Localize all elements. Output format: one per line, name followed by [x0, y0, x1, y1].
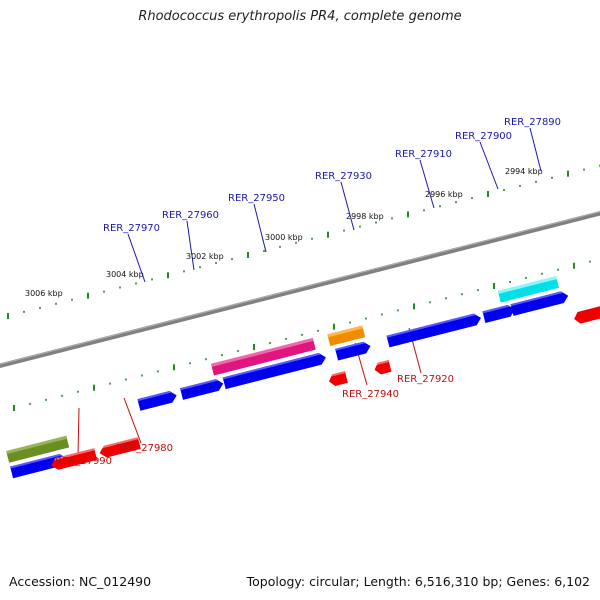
- gene-rer-27910: [386, 313, 482, 348]
- tick-label-2996: 2996 kbp: [425, 190, 463, 199]
- tick-label-2998: 2998 kbp: [346, 212, 384, 221]
- genome-backbone-highlight: [0, 211, 600, 365]
- gene-label-rer-27980: RER_27980: [116, 443, 173, 454]
- leader-lines-forward: [127, 127, 542, 283]
- gene-rer-27890: [510, 291, 569, 316]
- gene-rer-27930-orange: [327, 325, 366, 346]
- gene-rer-forward-left: [10, 454, 67, 479]
- gene-label-rer-27970: RER_27970: [103, 223, 160, 234]
- gene-label-rer-27920: RER_27920: [397, 374, 454, 385]
- forward-strand-genes: [6, 276, 600, 479]
- gene-rer-27900: [482, 304, 515, 324]
- map-title: Rhodococcus erythropolis PR4, complete g…: [138, 9, 462, 24]
- gene-rer-27930: [335, 341, 371, 361]
- tick-label-3002: 3002 kbp: [186, 252, 224, 261]
- gene-rer-27990: [51, 448, 98, 470]
- gene-rer-27890-cyan: [497, 276, 559, 303]
- tick-row-forward: [7, 164, 600, 319]
- gene-rer-27980: [99, 437, 141, 458]
- gene-rer-27950: [211, 338, 316, 376]
- gene-label-rer-27930: RER_27930: [315, 171, 372, 182]
- gene-rer-27970: [137, 390, 177, 411]
- gene-reverse-partial-right: [574, 303, 600, 324]
- tick-label-3006: 3006 kbp: [25, 289, 63, 298]
- gene-label-rer-27910: RER_27910: [395, 149, 452, 160]
- gene-rer-27950-blue: [222, 353, 326, 390]
- genome-backbone: [0, 210, 600, 369]
- gene-label-rer-27950: RER_27950: [228, 193, 285, 204]
- gene-label-rer-27960: RER_27960: [162, 210, 219, 221]
- gene-label-rer-27900: RER_27900: [455, 131, 512, 142]
- gene-rer-27960: [180, 379, 224, 400]
- gene-label-rer-27940: RER_27940: [342, 389, 399, 400]
- gene-olive-partial: [6, 435, 70, 463]
- tick-label-2994: 2994 kbp: [505, 167, 543, 176]
- accession-text: Accession: NC_012490: [9, 574, 152, 589]
- tick-label-3004: 3004 kbp: [106, 270, 144, 279]
- gene-rer-27940: [328, 371, 348, 386]
- tick-label-3000: 3000 kbp: [265, 233, 303, 242]
- topology-info-text: Topology: circular; Length: 6,516,310 bp…: [246, 574, 590, 589]
- gene-label-rer-27890: RER_27890: [504, 117, 561, 128]
- gene-label-rer-27990: RER_27990: [55, 456, 112, 467]
- gene-rer-27920: [374, 360, 392, 375]
- tick-row-reverse: [13, 260, 591, 411]
